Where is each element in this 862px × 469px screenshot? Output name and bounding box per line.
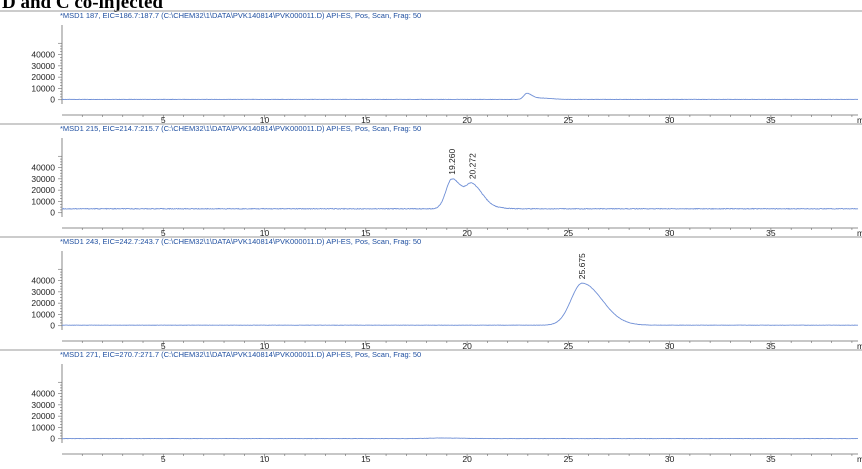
x-unit-label: m <box>857 228 862 238</box>
x-tick-label: 15 <box>361 454 371 464</box>
y-tick-label: 40000 <box>31 389 55 399</box>
x-tick-label: 35 <box>766 341 776 351</box>
y-tick-label: 20000 <box>31 72 55 82</box>
x-tick-label: 15 <box>361 228 371 238</box>
y-tick-label: 30000 <box>31 287 55 297</box>
x-tick-label: 25 <box>564 454 574 464</box>
y-tick-label: 20000 <box>31 298 55 308</box>
y-tick-label: 30000 <box>31 174 55 184</box>
x-tick-label: 5 <box>161 228 166 238</box>
x-tick-label: 35 <box>766 228 776 238</box>
y-tick-label: 30000 <box>31 61 55 71</box>
y-tick-label: 10000 <box>31 309 55 319</box>
y-tick-label: 0 <box>50 95 55 105</box>
y-tick-label: 10000 <box>31 83 55 93</box>
x-tick-label: 25 <box>564 341 574 351</box>
x-tick-label: 25 <box>564 228 574 238</box>
x-tick-label: 5 <box>161 115 166 125</box>
x-tick-label: 15 <box>361 341 371 351</box>
x-tick-label: 10 <box>260 341 270 351</box>
x-tick-label: 35 <box>766 454 776 464</box>
peak-label: 19.260 <box>447 149 457 175</box>
y-tick-label: 0 <box>50 321 55 331</box>
y-tick-label: 20000 <box>31 185 55 195</box>
x-tick-label: 5 <box>161 341 166 351</box>
x-tick-label: 20 <box>462 115 472 125</box>
y-tick-label: 20000 <box>31 411 55 421</box>
page-title: D and C co-injected <box>2 0 163 13</box>
signal-trace <box>61 178 859 210</box>
signal-trace <box>62 282 859 326</box>
panel-header: *MSD1 243, EIC=242.7:243.7 (C:\CHEM32\1\… <box>60 237 421 246</box>
x-tick-label: 10 <box>260 115 270 125</box>
x-tick-label: 5 <box>161 454 166 464</box>
x-unit-label: m <box>857 115 862 125</box>
peak-label: 20.272 <box>468 153 478 179</box>
x-tick-label: 10 <box>260 454 270 464</box>
x-unit-label: m <box>857 454 862 464</box>
y-tick-label: 10000 <box>31 422 55 432</box>
y-tick-label: 40000 <box>31 163 55 173</box>
x-tick-label: 35 <box>766 115 776 125</box>
x-tick-label: 30 <box>665 454 675 464</box>
x-tick-label: 30 <box>665 228 675 238</box>
signal-trace <box>61 437 859 440</box>
x-tick-label: 25 <box>564 115 574 125</box>
x-tick-label: 30 <box>665 341 675 351</box>
y-tick-label: 0 <box>50 208 55 218</box>
y-tick-label: 40000 <box>31 50 55 60</box>
y-tick-label: 10000 <box>31 196 55 206</box>
x-tick-label: 10 <box>260 228 270 238</box>
x-unit-label: m <box>857 341 862 351</box>
chromatogram-panel-2: *MSD1 215, EIC=214.7:215.7 (C:\CHEM32\1\… <box>0 123 862 238</box>
y-tick-label: 40000 <box>31 276 55 286</box>
peak-label: 25.675 <box>577 253 587 279</box>
chromatogram-panel-1: *MSD1 187, EIC=186.7:187.7 (C:\CHEM32\1\… <box>0 10 862 125</box>
panel-header: *MSD1 215, EIC=214.7:215.7 (C:\CHEM32\1\… <box>60 124 421 133</box>
x-tick-label: 20 <box>462 454 472 464</box>
signal-trace <box>61 92 859 101</box>
panel-header: *MSD1 187, EIC=186.7:187.7 (C:\CHEM32\1\… <box>60 11 421 20</box>
y-tick-label: 30000 <box>31 400 55 410</box>
chromatogram-panel-4: *MSD1 271, EIC=270.7:271.7 (C:\CHEM32\1\… <box>0 349 862 464</box>
panel-header: *MSD1 271, EIC=270.7:271.7 (C:\CHEM32\1\… <box>60 350 421 359</box>
x-tick-label: 20 <box>462 341 472 351</box>
y-tick-label: 0 <box>50 434 55 444</box>
x-tick-label: 15 <box>361 115 371 125</box>
chromatogram-panel-3: *MSD1 243, EIC=242.7:243.7 (C:\CHEM32\1\… <box>0 236 862 351</box>
x-tick-label: 30 <box>665 115 675 125</box>
x-tick-label: 20 <box>462 228 472 238</box>
